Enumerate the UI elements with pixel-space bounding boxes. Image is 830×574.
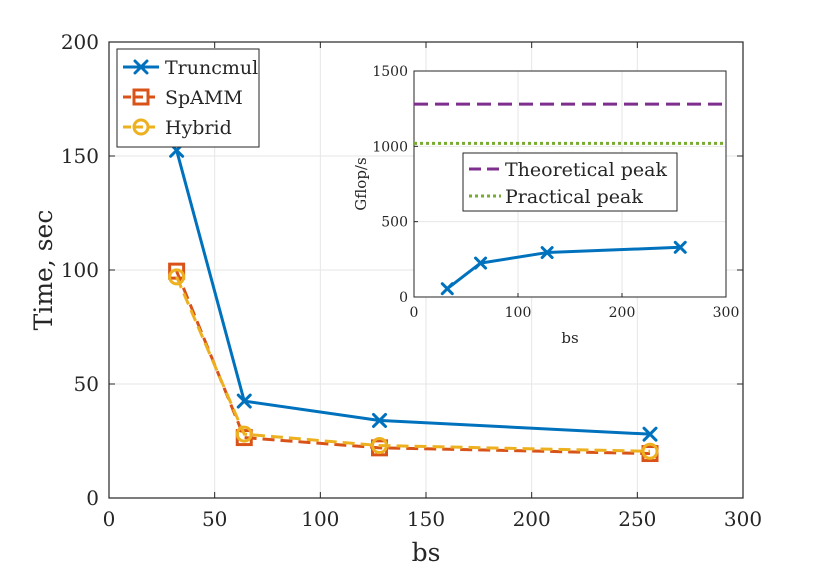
main-x-tick-label: 250 <box>618 507 656 531</box>
inset-legend-box <box>462 152 678 212</box>
inset-y-tick-label: 1000 <box>372 139 408 155</box>
main-y-tick-label: 50 <box>74 372 99 396</box>
inset-x-axis-label: bs <box>561 329 578 347</box>
legend-label-truncmul: Truncmul <box>165 57 258 79</box>
inset-axes-box <box>413 70 727 298</box>
data-point-truncmul <box>236 393 252 409</box>
inset-y-tick-label: 500 <box>381 215 408 231</box>
inset-legend-label-theoretical-peak: Theoretical peak <box>505 159 667 181</box>
series-line-truncmul <box>175 149 651 436</box>
inset-plot: 0 100 200 300 0 500 1000 1500 bs Gflop/s Theoretic… <box>352 64 739 347</box>
inset-series-line-gflops <box>446 245 681 290</box>
inset-x-tick-label: 300 <box>713 305 740 321</box>
main-y-tick-label: 150 <box>61 144 99 168</box>
data-point-hybrid <box>371 437 389 455</box>
main-x-tick-label: 100 <box>301 507 339 531</box>
legend-label-spamm: SpAMM <box>165 87 243 109</box>
series-line-spamm <box>175 270 651 456</box>
inset-x-tick-label: 0 <box>410 305 419 321</box>
data-point-truncmul <box>642 426 658 442</box>
inset-data-point-gflops <box>540 246 554 260</box>
main-y-tick-label: 100 <box>61 258 99 282</box>
inset-data-point-gflops <box>440 282 454 296</box>
data-point-hybrid <box>235 425 253 443</box>
inset-y-axis-label: Gflop/s <box>352 157 370 210</box>
main-x-tick-label: 0 <box>103 507 116 531</box>
legend-marker-spamm <box>132 88 150 106</box>
inset-data-point-gflops <box>474 256 488 270</box>
inset-x-tick-label: 100 <box>505 305 532 321</box>
main-y-tick-label: 200 <box>61 30 99 54</box>
main-x-tick-label: 200 <box>513 507 551 531</box>
main-y-tick-label: 0 <box>86 486 99 510</box>
main-x-tick-label: 50 <box>202 507 227 531</box>
legend-marker-truncmul <box>133 59 149 75</box>
inset-data-point-gflops <box>673 240 687 254</box>
main-x-tick-label: 300 <box>724 507 762 531</box>
inset-legend-label-practical-peak: Practical peak <box>505 186 643 208</box>
inset-x-tick-label: 200 <box>609 305 636 321</box>
legend-marker-hybrid <box>132 118 150 136</box>
data-point-hybrid <box>168 268 186 286</box>
main-axes-box <box>108 41 744 499</box>
main-y-axis-label: Time, sec <box>29 210 58 331</box>
legend-label-hybrid: Hybrid <box>165 117 232 139</box>
inset-y-tick-label: 1500 <box>372 64 408 80</box>
main-x-axis-label: bs <box>412 538 441 567</box>
main-x-tick-label: 150 <box>407 507 445 531</box>
data-point-truncmul <box>372 412 388 428</box>
data-point-hybrid <box>641 442 659 460</box>
inset-y-tick-label: 0 <box>399 290 408 306</box>
series-line-hybrid <box>175 276 651 453</box>
